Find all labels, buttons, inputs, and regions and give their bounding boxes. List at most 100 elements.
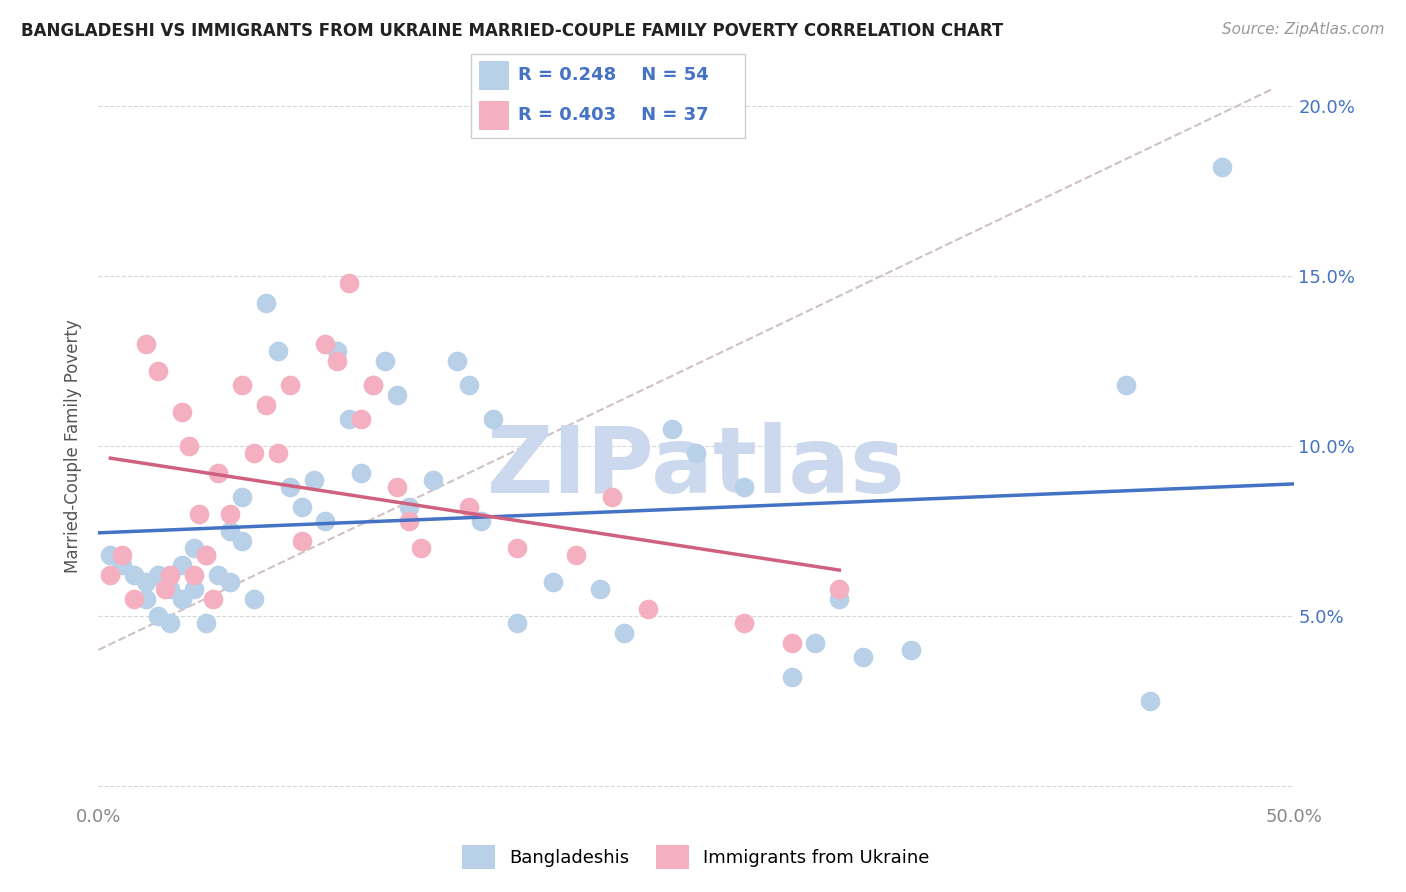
Point	[302, 473, 325, 487]
Point	[852, 649, 875, 664]
Point	[900, 643, 922, 657]
Point	[124, 568, 146, 582]
Point	[183, 568, 205, 582]
Text: ZIPatlas: ZIPatlas	[486, 423, 905, 512]
Legend: Bangladeshis, Immigrants from Ukraine: Bangladeshis, Immigrants from Ukraine	[456, 838, 936, 876]
Point	[828, 591, 851, 606]
Point	[374, 354, 396, 368]
Point	[267, 446, 290, 460]
Point	[183, 541, 205, 555]
Point	[194, 548, 218, 562]
Point	[1139, 694, 1161, 708]
Point	[326, 354, 349, 368]
Point	[350, 412, 373, 426]
Point	[589, 582, 612, 596]
Point	[291, 500, 314, 515]
Point	[385, 388, 409, 402]
Point	[207, 568, 229, 582]
Point	[422, 473, 444, 487]
Point	[267, 343, 290, 358]
Point	[183, 582, 205, 596]
Point	[148, 608, 170, 623]
Point	[98, 548, 122, 562]
Point	[506, 615, 529, 630]
Point	[1115, 377, 1137, 392]
Point	[202, 591, 225, 606]
Point	[565, 548, 588, 562]
Point	[135, 337, 157, 351]
Point	[828, 582, 851, 596]
Point	[458, 500, 481, 515]
Point	[159, 568, 181, 582]
FancyBboxPatch shape	[479, 101, 509, 130]
Point	[326, 343, 349, 358]
Point	[135, 591, 157, 606]
Point	[411, 541, 433, 555]
Point	[780, 670, 803, 684]
Point	[243, 446, 266, 460]
Point	[350, 466, 373, 480]
Text: Source: ZipAtlas.com: Source: ZipAtlas.com	[1222, 22, 1385, 37]
Point	[1211, 161, 1233, 175]
Point	[172, 405, 194, 419]
Point	[446, 354, 468, 368]
Point	[385, 480, 409, 494]
Point	[291, 534, 314, 549]
Point	[458, 377, 481, 392]
Point	[780, 636, 803, 650]
Point	[219, 574, 242, 589]
Point	[111, 548, 134, 562]
Point	[661, 422, 683, 436]
Point	[194, 615, 218, 630]
FancyBboxPatch shape	[479, 62, 509, 90]
Point	[231, 534, 253, 549]
Point	[159, 615, 181, 630]
Point	[733, 615, 755, 630]
Point	[470, 514, 492, 528]
Point	[637, 602, 659, 616]
Point	[602, 490, 624, 504]
Point	[148, 364, 170, 378]
Point	[804, 636, 827, 650]
Point	[315, 514, 337, 528]
Point	[733, 480, 755, 494]
Point	[243, 591, 266, 606]
Point	[124, 591, 146, 606]
Point	[172, 591, 194, 606]
Text: R = 0.403    N = 37: R = 0.403 N = 37	[517, 106, 709, 124]
Y-axis label: Married-Couple Family Poverty: Married-Couple Family Poverty	[65, 319, 83, 573]
Point	[207, 466, 229, 480]
Point	[179, 439, 201, 453]
Point	[159, 582, 181, 596]
Point	[194, 548, 218, 562]
Point	[231, 490, 253, 504]
Point	[398, 514, 420, 528]
Point	[254, 398, 277, 412]
Point	[506, 541, 529, 555]
Point	[187, 507, 209, 521]
Point	[111, 558, 134, 572]
Point	[172, 558, 194, 572]
Point	[219, 507, 242, 521]
Point	[339, 412, 360, 426]
Text: BANGLADESHI VS IMMIGRANTS FROM UKRAINE MARRIED-COUPLE FAMILY POVERTY CORRELATION: BANGLADESHI VS IMMIGRANTS FROM UKRAINE M…	[21, 22, 1004, 40]
Point	[135, 574, 157, 589]
Point	[278, 480, 301, 494]
Point	[254, 296, 277, 310]
Point	[398, 500, 420, 515]
Point	[278, 377, 301, 392]
Point	[363, 377, 385, 392]
Point	[685, 446, 707, 460]
Point	[481, 412, 505, 426]
Point	[155, 582, 177, 596]
Point	[541, 574, 564, 589]
Point	[363, 377, 385, 392]
Point	[613, 626, 636, 640]
Text: R = 0.248    N = 54: R = 0.248 N = 54	[517, 66, 709, 84]
Point	[231, 377, 253, 392]
Point	[315, 337, 337, 351]
Point	[98, 568, 122, 582]
Point	[339, 276, 360, 290]
Point	[219, 524, 242, 538]
Point	[148, 568, 170, 582]
